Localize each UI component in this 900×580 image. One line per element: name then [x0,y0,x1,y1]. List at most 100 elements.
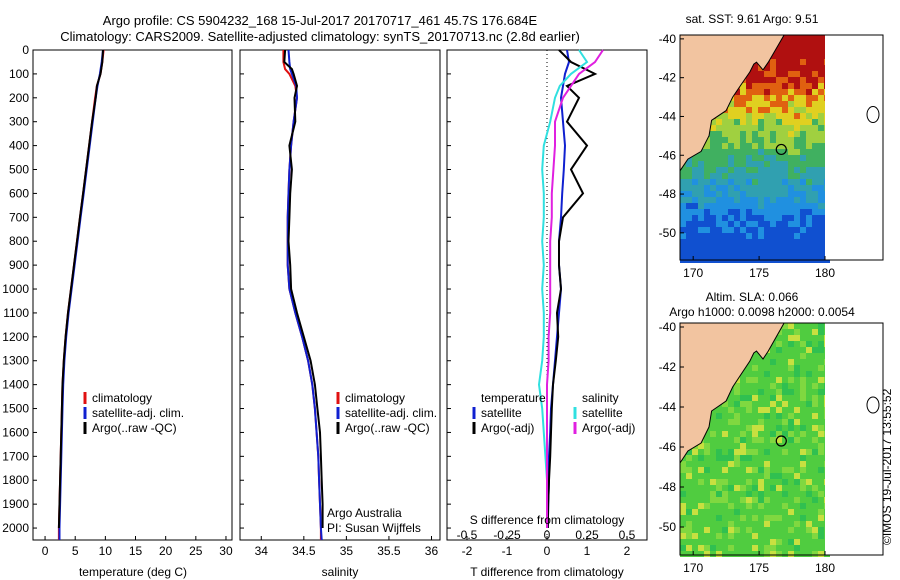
map-cell [758,377,764,383]
map-cell [812,89,818,95]
x-tick-label: 20 [159,544,173,558]
map-cell [716,479,722,485]
map-cell [788,161,794,167]
map-cell [818,179,824,185]
map-cell [800,227,806,233]
map-cell [812,41,818,47]
map-cell [812,515,818,521]
map-cell [740,221,746,227]
map-cell [692,179,698,185]
map-cell [770,371,776,377]
map-cell [698,449,704,455]
map-y-tick-label: -46 [659,148,677,162]
map-cell [752,425,758,431]
map-cell [734,155,740,161]
map-cell [800,389,806,395]
map-cell [782,401,788,407]
map-cell [782,191,788,197]
map-cell [782,347,788,353]
map-cell [686,485,692,491]
map-cell [782,185,788,191]
map-cell [758,119,764,125]
map-cell [794,113,800,119]
map-cell [764,161,770,167]
map-cell [746,407,752,413]
map-cell [746,455,752,461]
map-cell [794,395,800,401]
map-cell [734,389,740,395]
map-cell [788,515,794,521]
map-cell [776,161,782,167]
map-cell [776,179,782,185]
map-cell [746,371,752,377]
map-cell [692,209,698,215]
map-cell [728,521,734,527]
map-cell [818,245,824,251]
map-cell [746,449,752,455]
map-cell [740,179,746,185]
map-cell [764,443,770,449]
map-cell [776,89,782,95]
map-cell [776,155,782,161]
map-cell [782,245,788,251]
map-cell [704,551,710,557]
map-cell [728,509,734,515]
map-cell [812,395,818,401]
map-cell [776,365,782,371]
map-cell [800,161,806,167]
map-cell [782,137,788,143]
s-tick-label: 0.5 [619,528,636,542]
map-cell [776,233,782,239]
map-cell [716,413,722,419]
map-cell [764,353,770,359]
map-cell [776,125,782,131]
map-cell [722,431,728,437]
map-cell [722,479,728,485]
map-cell [776,509,782,515]
map-cell [734,551,740,557]
map-cell [776,107,782,113]
map-cell [788,251,794,257]
map-cell [722,533,728,539]
map-cell [776,389,782,395]
map-cell [788,179,794,185]
map-cell [716,203,722,209]
map-cell [806,239,812,245]
map-cell [818,449,824,455]
map-cell [764,107,770,113]
map-cell [764,527,770,533]
map-cell [800,425,806,431]
map-cell [794,383,800,389]
map-cell [818,467,824,473]
map-cell [740,545,746,551]
map-cell [794,155,800,161]
map-cell [776,395,782,401]
map-cell [716,443,722,449]
map-cell [764,533,770,539]
map-cell [770,473,776,479]
map-cell [728,551,734,557]
map-cell [680,179,686,185]
map-cell [752,443,758,449]
map-cell [686,503,692,509]
map-cell [806,413,812,419]
map-cell [818,221,824,227]
map-cell [788,467,794,473]
map-cell [734,449,740,455]
map-cell [704,443,710,449]
map-cell [716,131,722,137]
map-cell [746,443,752,449]
map-cell [722,221,728,227]
map-cell [812,413,818,419]
map-cell [740,503,746,509]
legend-label-satellite: satellite-adj. clim. [92,406,184,420]
map-cell [812,533,818,539]
map-cell [734,401,740,407]
map-cell [740,473,746,479]
map-cell [758,383,764,389]
map-cell [806,377,812,383]
map-cell [800,53,806,59]
map-cell [752,503,758,509]
map-cell [764,101,770,107]
map-cell [812,185,818,191]
